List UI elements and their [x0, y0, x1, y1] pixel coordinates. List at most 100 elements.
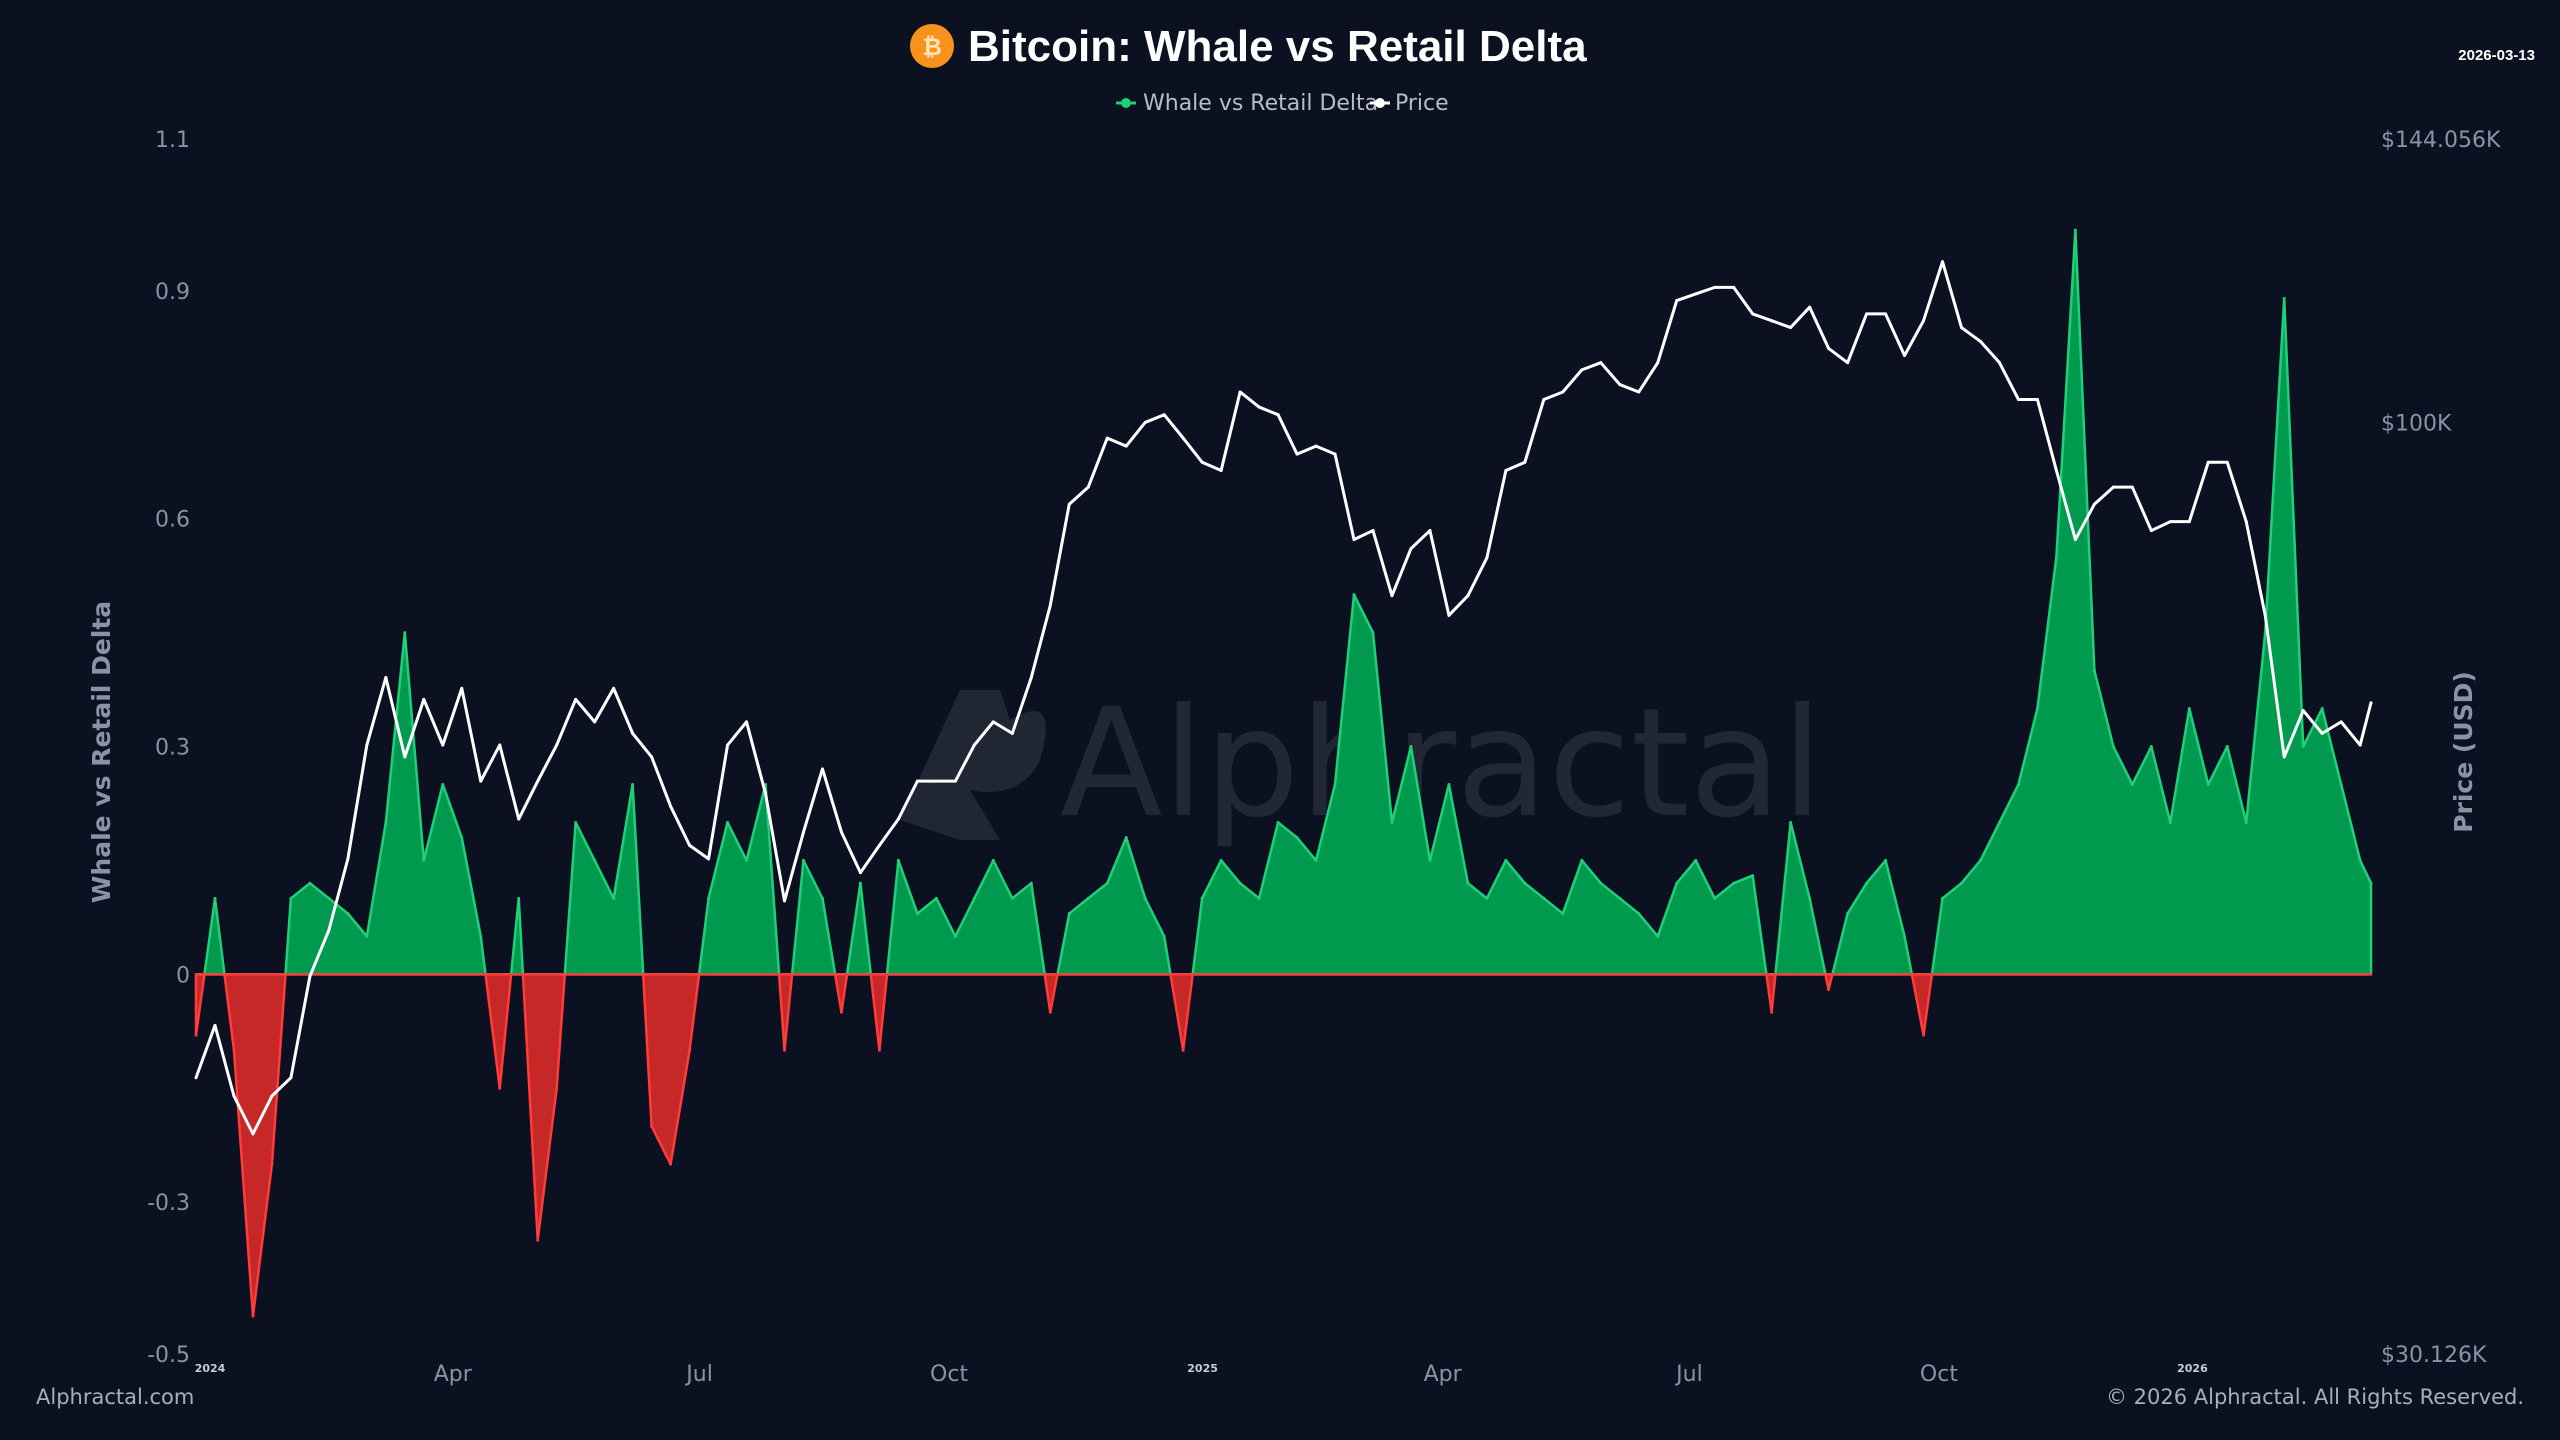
- delta-point: [1922, 1033, 1926, 1037]
- delta-point: [2149, 745, 2153, 748]
- delta-point: [194, 1033, 198, 1037]
- x-year-label: 2024: [195, 1362, 226, 1375]
- delta-point: [1466, 881, 1470, 885]
- price-point: [270, 1094, 274, 1098]
- x-tick-label: Jul: [684, 1362, 713, 1387]
- price-point: [1827, 346, 1831, 350]
- axes: 1.1 0.9 0.6 0.3 0 -0.3 -0.5 $144.056K $100K $30.1…: [147, 128, 2501, 1387]
- plot-area: [194, 228, 2373, 1318]
- price-point: [1903, 354, 1907, 358]
- y2-tick-label: $30.126K: [2381, 1343, 2487, 1368]
- delta-point: [1238, 881, 1242, 885]
- delta-point: [1447, 782, 1451, 786]
- price-point: [858, 871, 862, 875]
- y-tick-label: -0.3: [147, 1191, 190, 1216]
- price-point: [745, 720, 749, 724]
- price-point: [2301, 709, 2305, 713]
- price-point: [1941, 260, 1945, 264]
- delta-point: [441, 782, 445, 786]
- legend-item-delta[interactable]: Whale vs Retail Delta: [1116, 91, 1378, 116]
- footer-site[interactable]: Alphractal.com: [36, 1385, 194, 1409]
- footer-copyright: © 2026 Alphractal. All Rights Reserved.: [2106, 1385, 2524, 1409]
- y2-axis-title: Price (USD): [2449, 671, 2478, 833]
- delta-point: [650, 1124, 654, 1128]
- delta-point: [498, 1086, 502, 1090]
- delta-point: [1523, 881, 1527, 885]
- legend-price-dot-icon: [1375, 98, 1385, 108]
- price-point: [896, 817, 900, 821]
- delta-point: [1637, 912, 1641, 916]
- delta-point: [1352, 593, 1356, 597]
- delta-point: [726, 820, 730, 824]
- delta-point: [346, 912, 350, 916]
- delta-point: [2206, 782, 2210, 786]
- price-point: [2187, 520, 2191, 524]
- delta-point: [934, 896, 938, 900]
- delta-point: [707, 896, 711, 900]
- x-year-label: 2025: [1187, 1362, 1218, 1375]
- delta-point: [1504, 858, 1508, 862]
- delta-point: [1732, 881, 1736, 885]
- delta-point: [2073, 228, 2077, 232]
- price-point: [403, 755, 407, 759]
- price-point: [2016, 397, 2020, 401]
- price-point: [1409, 547, 1413, 551]
- delta-point: [1694, 858, 1698, 862]
- delta-point: [1656, 934, 1660, 938]
- price-point: [1010, 731, 1014, 735]
- price-point: [1371, 529, 1375, 533]
- price-point: [2358, 743, 2362, 747]
- price-point: [2369, 701, 2373, 705]
- delta-point: [1846, 912, 1850, 916]
- price-point: [1143, 420, 1147, 424]
- delta-point: [1067, 912, 1071, 916]
- delta-point: [669, 1162, 673, 1166]
- price-point: [232, 1094, 236, 1098]
- price-point: [2149, 529, 2153, 533]
- delta-point: [1029, 881, 1033, 885]
- delta-point: [384, 820, 388, 824]
- legend-item-price[interactable]: Price: [1370, 91, 1449, 116]
- y2-tick-label: $144.056K: [2381, 128, 2501, 153]
- price-point: [441, 743, 445, 747]
- price-point: [764, 792, 768, 796]
- delta-point: [1162, 934, 1166, 938]
- price-point: [1808, 305, 1812, 309]
- delta-point: [820, 896, 824, 900]
- price-point: [2130, 485, 2134, 489]
- delta-point: [2092, 669, 2096, 673]
- delta-point: [2016, 782, 2020, 786]
- delta-point: [213, 896, 217, 900]
- delta-point: [1865, 881, 1869, 885]
- delta-point: [2369, 881, 2373, 885]
- price-point: [536, 779, 540, 783]
- delta-point: [782, 1048, 786, 1052]
- price-point: [1257, 405, 1261, 409]
- price-point: [1352, 538, 1356, 542]
- y-tick-label: 0.6: [155, 508, 190, 533]
- delta-point: [479, 934, 483, 938]
- delta-point: [2282, 296, 2286, 300]
- price-point: [1561, 390, 1565, 394]
- x-year-label: 2026: [2177, 1362, 2208, 1375]
- delta-point: [517, 896, 521, 900]
- price-point: [1865, 312, 1869, 316]
- y-tick-label: 1.1: [155, 128, 190, 153]
- price-point: [479, 779, 483, 783]
- price-point: [1219, 468, 1223, 472]
- price-point: [365, 743, 369, 747]
- price-point: [498, 743, 502, 747]
- price-point: [2263, 613, 2267, 617]
- delta-point: [1618, 896, 1622, 900]
- price-point: [1580, 368, 1584, 372]
- price-point: [1390, 594, 1394, 598]
- delta-point: [422, 858, 426, 862]
- price-point: [612, 686, 616, 690]
- delta-point: [2244, 820, 2248, 824]
- price-point: [2320, 731, 2324, 735]
- delta-point: [972, 896, 976, 900]
- price-point: [1466, 594, 1470, 598]
- y-tick-label: 0.9: [155, 280, 190, 305]
- price-point: [1751, 312, 1755, 316]
